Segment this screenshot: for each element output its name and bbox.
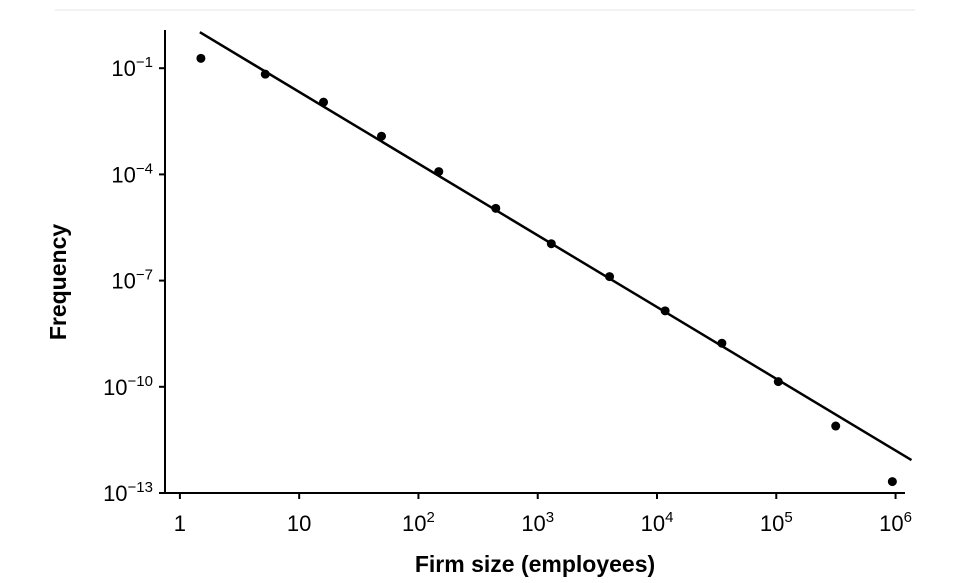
x-tick-label: 102 xyxy=(402,509,435,536)
point xyxy=(377,131,387,141)
point xyxy=(319,97,329,107)
point xyxy=(434,167,444,177)
x-tick-label: 105 xyxy=(760,509,793,536)
x-tick-label: 104 xyxy=(641,509,674,536)
x-tick-label: 103 xyxy=(521,509,554,536)
point xyxy=(717,338,727,348)
y-axis-title: Frequency xyxy=(45,224,71,341)
x-tick-label: 1 xyxy=(174,511,186,536)
point xyxy=(260,69,270,79)
point xyxy=(887,477,897,487)
point xyxy=(196,53,206,63)
point xyxy=(831,421,841,431)
y-tick-label: 10−7 xyxy=(111,267,153,294)
point xyxy=(546,239,556,249)
point xyxy=(773,377,783,387)
y-tick-label: 10−13 xyxy=(103,479,153,506)
x-axis-title: Firm size (employees) xyxy=(415,551,655,577)
point xyxy=(605,272,615,282)
x-tick-label: 10 xyxy=(287,511,311,536)
y-tick-label: 10−1 xyxy=(111,54,153,81)
point xyxy=(491,203,501,213)
y-tick-label: 10−4 xyxy=(111,160,153,187)
point xyxy=(660,306,670,316)
x-tick-label: 106 xyxy=(879,509,912,536)
y-tick-label: 10−10 xyxy=(103,373,153,400)
fit-line xyxy=(199,31,913,462)
